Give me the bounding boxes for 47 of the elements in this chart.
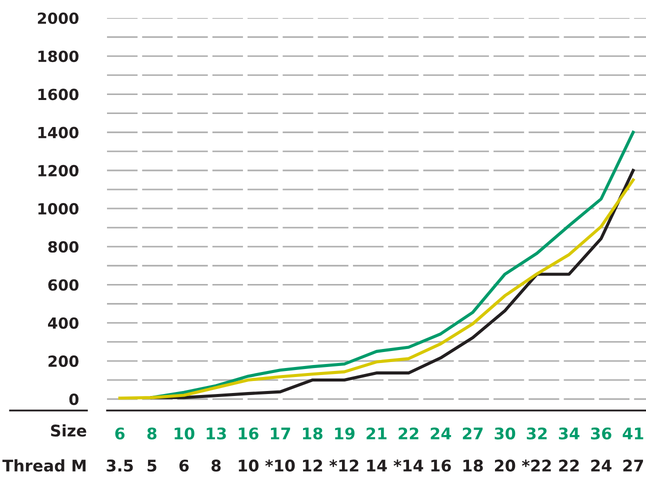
text: 22 <box>559 460 579 472</box>
y-tick-label: 0 <box>69 394 78 406</box>
x-tick-label: 41 <box>622 428 644 440</box>
y-tick-label: 200 <box>48 355 78 367</box>
text: 5 <box>148 460 156 472</box>
x-tick-label: 27 <box>462 427 483 440</box>
text: Thread M <box>2 459 86 472</box>
y-tick-label: 600 <box>48 279 78 291</box>
text: 14 <box>367 460 387 472</box>
text: *22 <box>522 460 551 472</box>
y-tick-label: 1800 <box>38 50 78 62</box>
text: 16 <box>431 460 451 472</box>
x-tick-label: 32 <box>526 427 547 440</box>
text: 12 <box>303 460 322 472</box>
x-tick-label: 13 <box>206 427 226 440</box>
text: 20 <box>494 460 516 472</box>
y-tick-label: 800 <box>48 241 78 253</box>
text: *10 <box>265 460 295 472</box>
text: *12 <box>329 460 358 472</box>
text: 10 <box>238 460 259 472</box>
x-tick-label: 10 <box>174 427 194 440</box>
text: 8 <box>212 460 221 472</box>
x-tick-label: 24 <box>430 427 452 440</box>
text: 27 <box>623 460 644 472</box>
text: 24 <box>591 460 612 472</box>
x-tick-label: 18 <box>303 427 322 440</box>
x-tick-label: 6 <box>115 427 125 440</box>
x-tick-label: 19 <box>335 427 355 440</box>
text: 6 <box>179 460 189 472</box>
x-tick-label: 36 <box>591 427 612 440</box>
text: 18 <box>463 460 483 472</box>
x-axis-title: Size <box>51 424 86 437</box>
x-tick-label: 22 <box>398 427 418 440</box>
x-tick-label: 8 <box>147 427 156 440</box>
x-tick-label: 21 <box>366 427 387 440</box>
x-tick-label: 16 <box>238 427 258 440</box>
x-tick-label: 17 <box>270 428 290 440</box>
text: *14 <box>394 460 424 472</box>
x-tick-label: 30 <box>494 427 516 440</box>
x-tick-label: 34 <box>558 427 580 440</box>
text: 3.5 <box>106 460 133 472</box>
y-tick-label: 1400 <box>38 126 78 138</box>
y-tick-label: 1600 <box>38 88 78 100</box>
y-tick-label: 400 <box>48 317 78 329</box>
y-tick-label: 1000 <box>38 203 78 215</box>
y-tick-label: 2000 <box>38 12 78 24</box>
y-tick-label: 1200 <box>38 164 78 176</box>
